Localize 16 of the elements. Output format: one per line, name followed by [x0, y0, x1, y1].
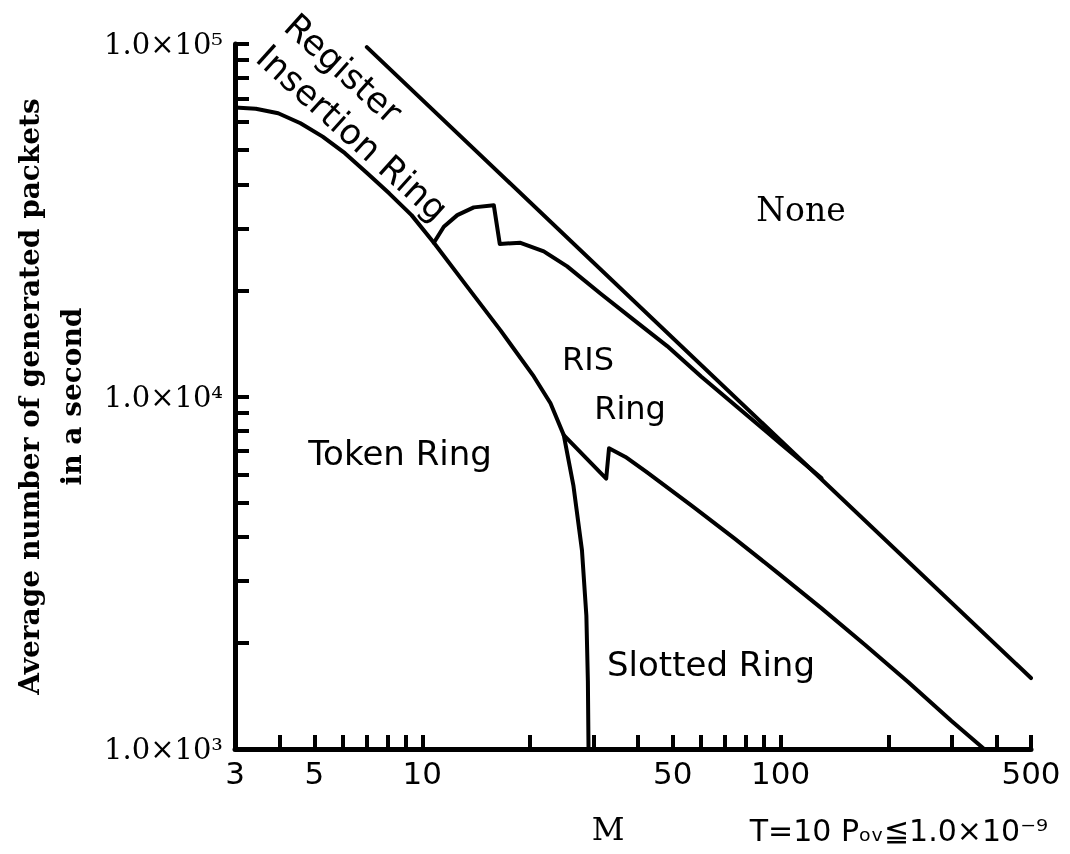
annotation: Token Ring	[307, 433, 492, 473]
y-tick-label: 1.0×10⁵	[104, 27, 223, 61]
x-tick-label: 50	[653, 754, 693, 791]
x-tick-label: 500	[1001, 754, 1061, 791]
x-tick-label: 3	[225, 754, 245, 791]
x-tick-label: 100	[751, 754, 811, 791]
y-tick-label: 1.0×10³	[104, 732, 223, 766]
y-tick-label: 1.0×10⁴	[104, 379, 223, 414]
x-axis-title: M	[591, 810, 625, 848]
x-tick-label: 5	[304, 754, 325, 791]
annotation: Slotted Ring	[606, 644, 816, 684]
text: T=10 Pₒᵥ≦1.0×10⁻⁹	[748, 812, 1048, 848]
x-tick-label: 10	[402, 754, 443, 791]
y-axis-title: Average number of generated packets in a second	[12, 98, 88, 696]
annotation: None	[756, 189, 846, 229]
annotation: RIS Ring	[562, 339, 666, 427]
